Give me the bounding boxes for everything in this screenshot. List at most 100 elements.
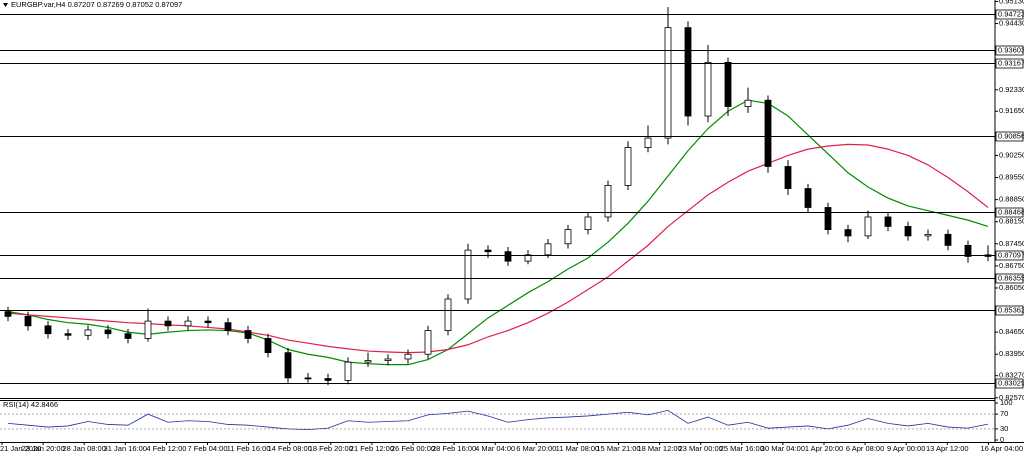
candle-body (324, 378, 332, 381)
y-tick-label: 0.82570 (999, 393, 1024, 402)
level-box (995, 250, 1024, 261)
candle-body (544, 243, 552, 256)
candle-body (364, 360, 372, 363)
x-tick-label: 6 Apr 08:00 (846, 444, 884, 453)
quote: 0.87097 (155, 0, 182, 9)
candle-body (564, 229, 572, 245)
level-box (995, 378, 1024, 389)
y-tick-label: 0.89550 (999, 173, 1024, 182)
candle-body (744, 99, 752, 107)
x-tick-label: 28 Feb 16:00 (432, 444, 476, 453)
x-tick-label: 6 Mar 20:00 (516, 444, 556, 453)
x-tick-label: 21 Jan 2020 (0, 444, 41, 453)
candle-body (904, 226, 912, 237)
y-tick-label: 0.88150 (999, 217, 1024, 226)
candle-body (124, 333, 132, 339)
candle-body (164, 320, 172, 327)
x-tick-label: 4 Mar 04:00 (475, 444, 515, 453)
quote: 0.87207 (68, 0, 95, 9)
candle-body (444, 298, 452, 331)
chart-header: EURGBP.var,H4 0.87207 0.87269 0.87052 0.… (11, 0, 182, 9)
x-tick-label: 23 Mar 00:00 (679, 444, 723, 453)
y-tick-label: 0.87450 (999, 239, 1024, 248)
y-tick-label: 0.86750 (999, 261, 1024, 270)
x-tick-label: 14 Feb 08:00 (268, 444, 312, 453)
level-box (995, 273, 1024, 284)
menu-arrow[interactable] (3, 3, 8, 7)
candle-body (464, 249, 472, 300)
indicator-title: RSI(14) 42.8466 (3, 400, 58, 409)
x-tick-label: 9 Apr 00:00 (887, 444, 925, 453)
quote: 0.87269 (97, 0, 124, 9)
candle-body (604, 185, 612, 218)
candle-body (24, 315, 32, 327)
candle-body (784, 166, 792, 189)
y-tick-label: 0 (1000, 435, 1004, 444)
x-tick-label: 16 Apr 04:00 (980, 444, 1023, 453)
x-tick-label: 18 Mar 12:00 (637, 444, 681, 453)
x-tick-label: 28 Jan 08:00 (63, 444, 106, 453)
candle-body (484, 249, 492, 253)
candle-body (944, 233, 952, 246)
candle-body (64, 333, 72, 336)
candle-body (264, 338, 272, 354)
moving-average (7, 99, 989, 366)
level-box (995, 45, 1024, 56)
candle-body (724, 61, 732, 107)
candle-body (4, 311, 12, 317)
candle-body (224, 322, 232, 331)
y-tick-label: 100 (1000, 398, 1013, 407)
level-label: 0.83029 (998, 378, 1024, 387)
level-box (995, 207, 1024, 218)
candle-body (864, 216, 872, 237)
candle-body (304, 377, 312, 380)
candle-body (284, 352, 292, 379)
x-tick-label: 11 Mar 08:00 (556, 444, 600, 453)
level-box (995, 9, 1024, 20)
y-tick-label: 0.94430 (999, 19, 1024, 28)
candle-body (764, 99, 772, 167)
level-label: 0.93167 (998, 58, 1024, 67)
x-tick-label: 1 Apr 20:00 (805, 444, 843, 453)
x-tick-label: 26 Feb 00:00 (391, 444, 435, 453)
symbol: EURGBP.var,H4 (11, 0, 65, 9)
candle-body (204, 320, 212, 324)
candle-body (964, 244, 972, 257)
y-tick-label: 0.90250 (999, 150, 1024, 159)
candle-body (144, 320, 152, 339)
candle-body (684, 27, 692, 117)
y-tick-label: 70 (1000, 409, 1008, 418)
level-box (995, 58, 1024, 69)
candle-body (84, 329, 92, 336)
x-tick-label: 4 Feb 12:00 (146, 444, 186, 453)
x-tick-label: 13 Apr 12:00 (926, 444, 969, 453)
candle-body (884, 216, 892, 227)
level-label: 0.88468 (998, 207, 1024, 216)
y-tick-label: 0.83270 (999, 371, 1024, 380)
rsi-line (7, 409, 989, 431)
candle-body (804, 188, 812, 208)
candle-body (824, 207, 832, 230)
candle-body (664, 27, 672, 139)
quote: 0.87052 (126, 0, 153, 9)
y-tick-label: 0.95130 (999, 0, 1024, 5)
candle-body (384, 358, 392, 361)
x-tick-label: 30 Mar 04:00 (761, 444, 805, 453)
y-tick-label: 0.83950 (999, 349, 1024, 358)
x-tick-label: 21 Feb 12:00 (350, 444, 394, 453)
y-tick-label: 0.84650 (999, 327, 1024, 336)
level-label: 0.90856 (998, 131, 1024, 140)
candle-body (924, 233, 932, 237)
x-tick-label: 23 Jan 20:00 (21, 444, 64, 453)
candle-body (344, 361, 352, 381)
candle-body (624, 147, 632, 186)
candle-body (104, 329, 112, 335)
x-tick-label: 11 Feb 16:00 (227, 444, 271, 453)
x-tick-label: 15 Mar 21:00 (596, 444, 640, 453)
y-tick-label: 0.92330 (999, 85, 1024, 94)
candle-body (244, 330, 252, 339)
level-box (995, 131, 1024, 142)
candle-body (184, 320, 192, 327)
